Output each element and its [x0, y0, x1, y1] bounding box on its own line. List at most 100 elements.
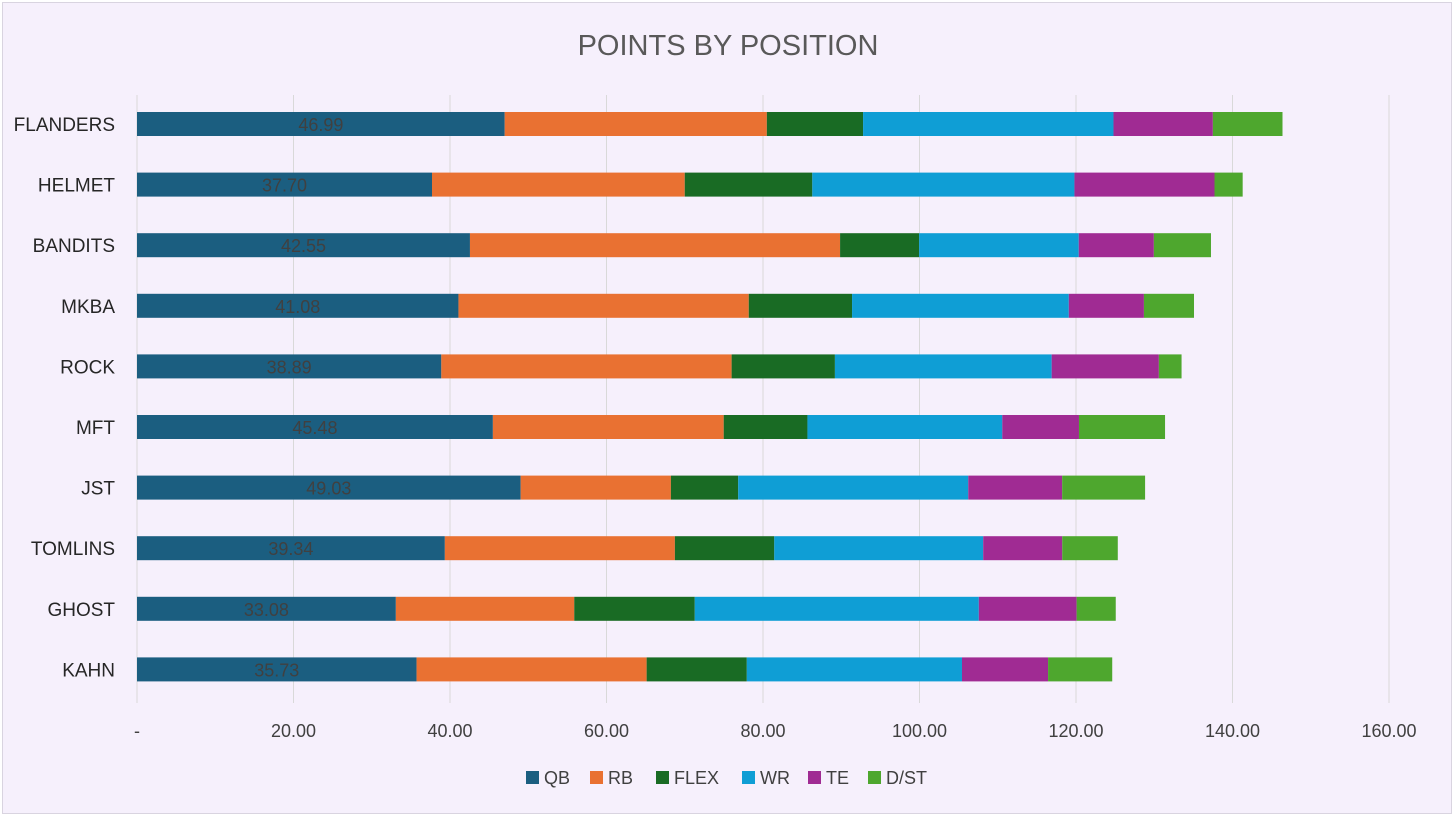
bar-qb-ghost [137, 596, 396, 621]
legend-label: QB [544, 768, 570, 788]
legend-item-te: TE [808, 768, 849, 788]
bar-te-jst [968, 475, 1063, 500]
data-label-qb-kahn: 35.73 [254, 660, 299, 680]
legend-swatch-d-st [868, 771, 881, 784]
bar-wr-tomlins [774, 536, 984, 561]
category-label: MFT [76, 418, 115, 439]
legend: QB RB FLEX WR TE D/ST [526, 768, 927, 788]
legend-item-rb: RB [590, 768, 633, 788]
bar-wr-mft [807, 415, 1003, 439]
bar-wr-helmet [812, 172, 1075, 197]
bar-rb-bandits [469, 233, 841, 258]
x-tick-label: 40.00 [427, 721, 472, 741]
data-label-qb-ghost: 33.08 [244, 600, 289, 620]
bar-d-st-kahn [1048, 657, 1113, 682]
bar-flex-jst [670, 475, 739, 500]
bar-te-tomlins [983, 536, 1063, 561]
bar-qb-flanders [137, 112, 505, 136]
bar-qb-mft [137, 415, 493, 439]
bar-rb-jst [520, 475, 671, 500]
legend-label: D/ST [886, 768, 927, 788]
legend-swatch-rb [590, 771, 603, 784]
category-label: TOMLINS [31, 539, 115, 560]
bars [137, 112, 1283, 682]
x-tick-label: 120.00 [1048, 721, 1103, 741]
legend-label: TE [826, 768, 849, 788]
bar-rb-rock [441, 354, 732, 379]
x-tick-label: 100.00 [892, 721, 947, 741]
x-tick-label: 60.00 [584, 721, 629, 741]
legend-item-wr: WR [742, 768, 790, 788]
data-label-qb-mkba: 41.08 [275, 297, 320, 317]
legend-swatch-qb [526, 771, 539, 784]
bar-qb-bandits [137, 233, 470, 258]
data-label-qb-bandits: 42.55 [281, 236, 326, 256]
bar-qb-tomlins [137, 536, 445, 561]
bar-te-helmet [1074, 172, 1215, 197]
category-label: BANDITS [33, 236, 115, 257]
bar-flex-mkba [748, 293, 853, 318]
legend-label: WR [760, 768, 790, 788]
bar-wr-flanders [863, 112, 1114, 136]
x-tick-label: 80.00 [740, 721, 785, 741]
bar-te-mft [1002, 415, 1079, 439]
legend-swatch-flex [656, 771, 669, 784]
bar-wr-kahn [746, 657, 962, 682]
bar-d-st-flanders [1212, 112, 1283, 136]
data-labels: 46.99 37.70 42.55 41.08 38.89 45.48 49.03 39.34… [244, 115, 351, 680]
data-label-qb-helmet: 37.70 [262, 176, 307, 196]
bar-wr-bandits [919, 233, 1079, 258]
legend-item-qb: QB [526, 768, 570, 788]
bar-d-st-jst [1062, 475, 1146, 500]
bar-d-st-ghost [1076, 596, 1116, 621]
bar-te-mkba [1068, 293, 1144, 318]
bar-d-st-mft [1078, 415, 1166, 439]
legend-item-d-st: D/ST [868, 768, 927, 788]
bar-flex-rock [731, 354, 835, 379]
bar-te-bandits [1078, 233, 1154, 258]
bar-flex-bandits [840, 233, 920, 258]
category-label: KAHN [62, 660, 115, 681]
category-label: ROCK [60, 357, 115, 378]
bar-rb-mkba [458, 293, 749, 318]
bar-flex-ghost [574, 596, 695, 621]
legend-item-flex: FLEX [656, 768, 719, 788]
chart-title: POINTS BY POSITION [578, 30, 879, 62]
bar-te-rock [1051, 354, 1159, 379]
legend-label: FLEX [674, 768, 719, 788]
bar-rb-flanders [504, 112, 767, 136]
bar-te-kahn [961, 657, 1049, 682]
bar-te-ghost [978, 596, 1077, 621]
bar-d-st-rock [1158, 354, 1182, 379]
bar-flex-helmet [684, 172, 813, 197]
data-label-qb-tomlins: 39.34 [268, 539, 313, 559]
legend-swatch-wr [742, 771, 755, 784]
bar-d-st-helmet [1214, 172, 1243, 197]
category-label: FLANDERS [14, 115, 115, 136]
data-label-qb-flanders: 46.99 [298, 115, 343, 135]
bar-wr-ghost [694, 596, 979, 621]
bar-wr-rock [834, 354, 1052, 379]
bar-qb-rock [137, 354, 442, 379]
x-axis-ticks: - 20.00 40.00 60.00 80.00 100.00 120.00 140.00 1… [134, 721, 1417, 741]
bar-wr-mkba [852, 293, 1069, 318]
data-label-qb-jst: 49.03 [306, 479, 351, 499]
bar-qb-kahn [137, 657, 417, 682]
bar-wr-jst [738, 475, 969, 500]
bar-rb-helmet [432, 172, 685, 197]
x-tick-label: 20.00 [271, 721, 316, 741]
x-tick-label: - [134, 721, 140, 741]
chart-svg: POINTS BY POSITION FLANDERS HELMET BANDITS… [14, 30, 1417, 788]
bar-d-st-bandits [1153, 233, 1211, 258]
legend-label: RB [608, 768, 633, 788]
category-label: HELMET [38, 176, 115, 197]
bar-rb-ghost [395, 596, 575, 621]
bar-qb-jst [137, 475, 521, 500]
category-label: JST [81, 479, 115, 500]
data-label-qb-rock: 38.89 [267, 357, 312, 377]
bar-qb-helmet [137, 172, 433, 197]
bar-rb-kahn [416, 657, 647, 682]
category-label: MKBA [61, 297, 115, 318]
bar-qb-mkba [137, 293, 459, 318]
